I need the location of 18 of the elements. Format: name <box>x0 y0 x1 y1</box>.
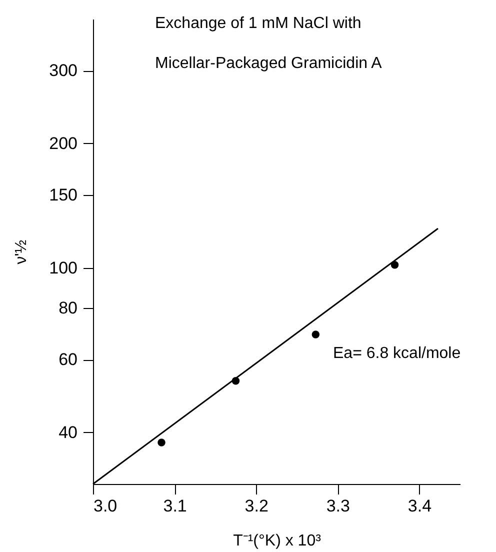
x-tick-label: 3.4 <box>408 496 432 516</box>
x-tick-label: 3.1 <box>163 496 187 516</box>
y-tick-label: 60 <box>58 350 78 370</box>
x-tick-label: 3.0 <box>94 496 118 516</box>
y-tick-label: 80 <box>58 298 78 318</box>
y-tick-label: 300 <box>49 61 78 80</box>
x-axis-title: T⁻¹(°K) x 10³ <box>233 532 322 550</box>
point <box>312 330 320 338</box>
y-axis-title: ν'½ <box>13 240 30 264</box>
y-tick-label: 150 <box>49 186 78 205</box>
annotation: Ea= 6.8 kcal/mole <box>333 345 461 362</box>
y-tick-label: 40 <box>58 422 78 442</box>
chart-title: Exchange of 1 mM NaCl with Micellar-Packaged Gramicidin A <box>155 15 382 72</box>
point <box>158 438 166 446</box>
y-tick-label: 100 <box>49 258 78 278</box>
x-tick-label: 3.3 <box>326 496 350 516</box>
x-tick-label: 3.2 <box>244 496 268 516</box>
y-tick-label: 200 <box>49 134 78 153</box>
